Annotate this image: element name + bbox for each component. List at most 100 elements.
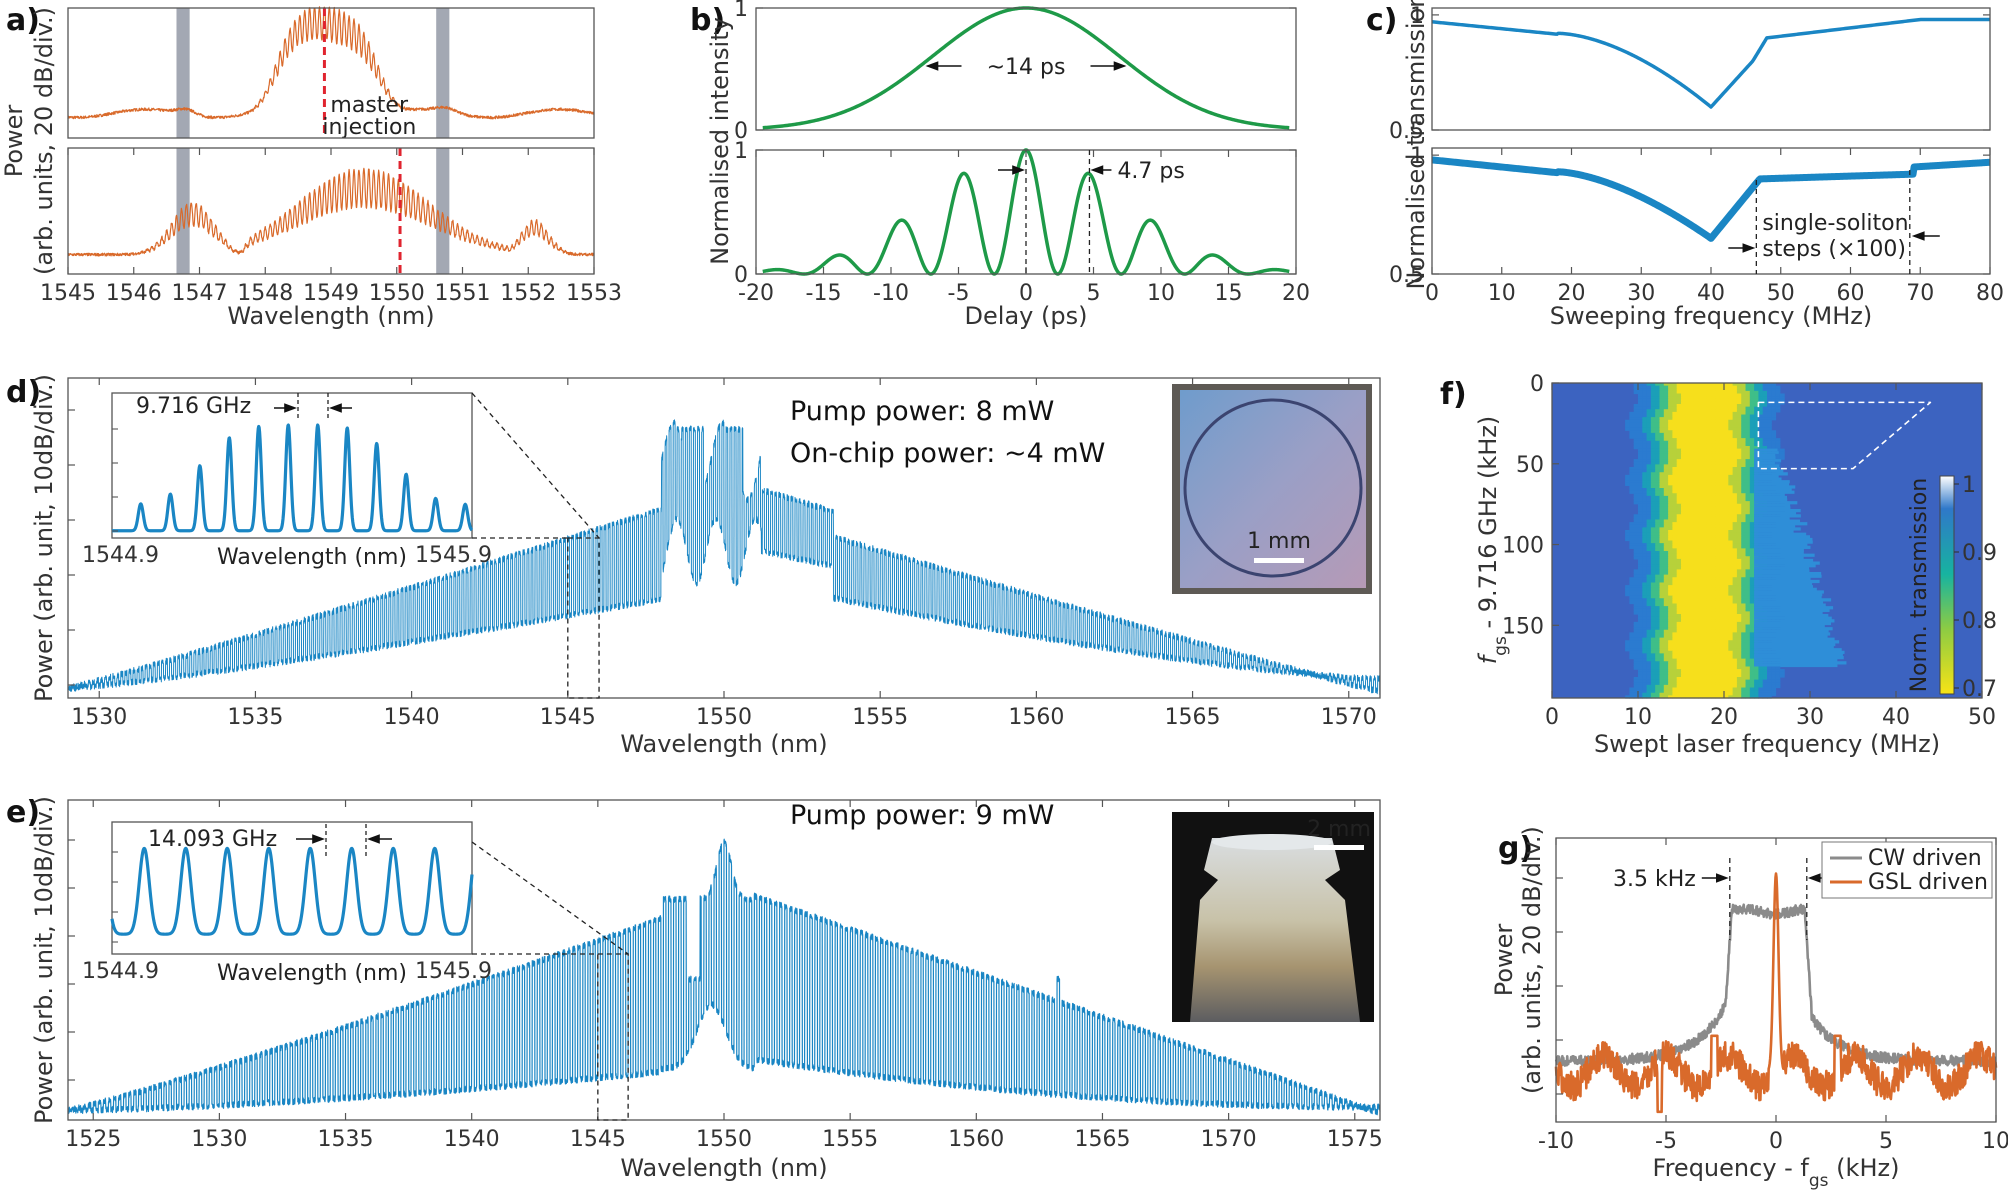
heatmap-cell bbox=[1736, 561, 1742, 565]
heatmap-cell bbox=[1741, 682, 1746, 686]
heatmap-cell bbox=[1758, 687, 1764, 691]
heatmap-cell bbox=[1642, 443, 1648, 447]
heatmap-cell bbox=[1706, 409, 1712, 413]
heatmap-cell bbox=[1646, 448, 1652, 452]
heatmap-cell bbox=[1711, 480, 1716, 484]
heatmap-cell bbox=[1749, 656, 1755, 660]
heatmap-cell bbox=[1676, 425, 1682, 429]
heatmap-cell bbox=[1715, 548, 1721, 552]
heatmap-cell bbox=[1650, 671, 1656, 675]
heatmap-cell bbox=[1642, 658, 1648, 662]
heatmap-cell bbox=[1655, 435, 1660, 439]
heatmap-cell bbox=[1676, 503, 1682, 507]
panel-c-xtick-label: 80 bbox=[1976, 281, 2004, 306]
heatmap-cell bbox=[1741, 383, 1746, 387]
heatmap-cell bbox=[1724, 543, 1729, 547]
heatmap-cell bbox=[1685, 398, 1691, 402]
heatmap-cell bbox=[1754, 687, 1759, 691]
heatmap-cell bbox=[1689, 493, 1695, 497]
heatmap-cell bbox=[1749, 611, 1755, 615]
heatmap-cell bbox=[1655, 469, 1660, 473]
heatmap-cell bbox=[1672, 585, 1678, 589]
heatmap-cell bbox=[1655, 535, 1660, 539]
heatmap-cell bbox=[1698, 532, 1703, 536]
heatmap-cell bbox=[1689, 627, 1695, 631]
heatmap-cell bbox=[1681, 653, 1686, 657]
heatmap-cell bbox=[1663, 590, 1669, 594]
heatmap-cell bbox=[1642, 438, 1648, 442]
heatmap-cell bbox=[1655, 427, 1660, 431]
heatmap-step-row bbox=[1754, 488, 1792, 492]
heatmap-cell bbox=[1771, 674, 1777, 678]
heatmap-cell bbox=[1689, 404, 1695, 408]
heatmap-cell bbox=[1681, 425, 1686, 429]
heatmap-cell bbox=[1650, 422, 1656, 426]
heatmap-cell bbox=[1655, 411, 1660, 416]
heatmap-cell bbox=[1693, 619, 1699, 623]
heatmap-cell bbox=[1663, 593, 1669, 597]
heatmap-cell bbox=[1668, 383, 1673, 387]
heatmap-cell bbox=[1693, 611, 1699, 615]
heatmap-cell bbox=[1685, 679, 1691, 683]
heatmap-cell bbox=[1689, 695, 1695, 699]
panel-e-inset-xmax: 1545.9 bbox=[415, 959, 492, 984]
panel-c-xtick-label: 40 bbox=[1697, 281, 1725, 306]
heatmap-cell bbox=[1663, 556, 1669, 560]
panel-f-ylabel-sub: gs bbox=[1491, 636, 1511, 656]
heatmap-cell bbox=[1655, 467, 1660, 471]
heatmap-cell bbox=[1745, 637, 1751, 641]
heatmap-cell bbox=[1719, 453, 1725, 458]
heatmap-cell bbox=[1633, 627, 1639, 631]
heatmap-cell bbox=[1702, 516, 1708, 521]
heatmap-cell bbox=[1681, 635, 1686, 639]
heatmap-cell bbox=[1736, 419, 1742, 423]
heatmap-cell bbox=[1689, 485, 1695, 489]
heatmap-cell bbox=[1668, 396, 1673, 400]
heatmap-cell bbox=[1642, 642, 1648, 647]
heatmap-cell bbox=[1736, 430, 1742, 434]
heatmap-cell bbox=[1719, 545, 1725, 549]
heatmap-cell bbox=[1685, 467, 1691, 471]
heatmap-cell bbox=[1728, 432, 1734, 437]
heatmap-cell bbox=[1719, 561, 1725, 565]
heatmap-cell bbox=[1702, 406, 1708, 410]
heatmap-cell bbox=[1685, 406, 1691, 410]
heatmap-cell bbox=[1672, 627, 1678, 631]
heatmap-cell bbox=[1693, 590, 1699, 594]
heatmap-cell bbox=[1702, 595, 1708, 599]
heatmap-cell bbox=[1715, 640, 1721, 644]
heatmap-cell bbox=[1715, 666, 1721, 670]
heatmap-cell bbox=[1749, 629, 1755, 633]
heatmap-step-row bbox=[1754, 511, 1797, 515]
heatmap-cell bbox=[1728, 548, 1734, 552]
heatmap-cell bbox=[1728, 695, 1734, 699]
heatmap-cell bbox=[1650, 501, 1656, 505]
heatmap-cell bbox=[1650, 383, 1656, 387]
heatmap-cell bbox=[1650, 674, 1656, 678]
heatmap-cell bbox=[1724, 627, 1729, 631]
heatmap-cell bbox=[1728, 600, 1734, 605]
heatmap-cell bbox=[1698, 632, 1703, 636]
heatmap-cell bbox=[1633, 579, 1639, 584]
heatmap-cell bbox=[1655, 453, 1660, 458]
heatmap-cell bbox=[1629, 653, 1635, 657]
heatmap-cell bbox=[1663, 451, 1669, 455]
heatmap-cell bbox=[1706, 590, 1712, 594]
heatmap-cell bbox=[1732, 422, 1738, 426]
heatmap-cell bbox=[1672, 540, 1678, 544]
heatmap-cell bbox=[1724, 388, 1729, 392]
heatmap-cell bbox=[1655, 393, 1660, 397]
heatmap-cell bbox=[1646, 480, 1652, 484]
heatmap-cell bbox=[1672, 385, 1678, 389]
heatmap-cell bbox=[1633, 656, 1639, 660]
heatmap-cell bbox=[1715, 456, 1721, 460]
heatmap-cell bbox=[1698, 569, 1703, 573]
heatmap-cell bbox=[1719, 530, 1725, 534]
panel-e-inset-xmin: 1544.9 bbox=[82, 959, 159, 984]
heatmap-cell bbox=[1719, 564, 1725, 568]
heatmap-cell bbox=[1711, 679, 1716, 683]
heatmap-cell bbox=[1693, 406, 1699, 410]
heatmap-cell bbox=[1758, 414, 1764, 418]
heatmap-cell bbox=[1728, 582, 1734, 586]
heatmap-cell bbox=[1685, 488, 1691, 492]
